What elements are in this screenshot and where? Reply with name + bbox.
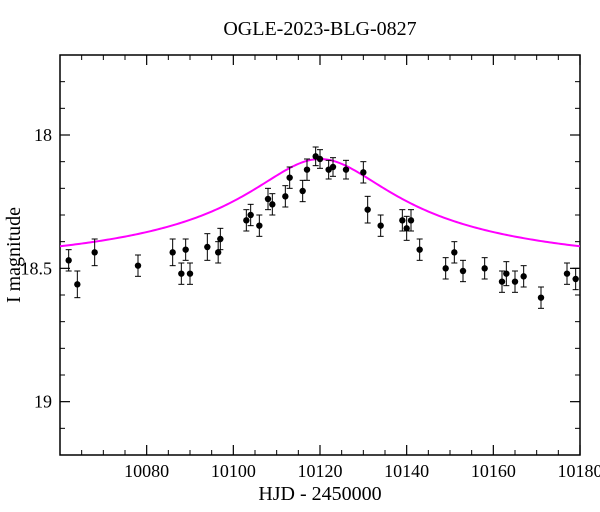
chart-container: OGLE-2023-BLG-0827 HJD - 2450000 I magnitu… bbox=[0, 0, 600, 512]
data-point bbox=[317, 156, 323, 162]
data-point bbox=[286, 174, 292, 180]
data-point bbox=[178, 270, 184, 276]
data-point bbox=[572, 276, 578, 282]
data-point bbox=[460, 268, 466, 274]
data-point bbox=[65, 257, 71, 263]
y-tick-label: 18 bbox=[34, 125, 52, 145]
light-curve-chart: OGLE-2023-BLG-0827 HJD - 2450000 I magnitu… bbox=[0, 0, 600, 512]
data-point bbox=[377, 222, 383, 228]
data-point bbox=[204, 244, 210, 250]
data-point bbox=[247, 212, 253, 218]
data-point bbox=[442, 265, 448, 271]
y-tick-label: 19 bbox=[34, 392, 52, 412]
y-axis-label: I magnitude bbox=[3, 207, 25, 303]
data-point bbox=[217, 236, 223, 242]
data-point bbox=[265, 196, 271, 202]
x-axis-label: HJD - 2450000 bbox=[258, 483, 381, 505]
data-point bbox=[330, 164, 336, 170]
data-point bbox=[187, 270, 193, 276]
data-point bbox=[512, 278, 518, 284]
x-tick-label: 10140 bbox=[384, 461, 429, 481]
data-point bbox=[360, 169, 366, 175]
x-tick-label: 10080 bbox=[124, 461, 169, 481]
data-point bbox=[243, 217, 249, 223]
data-point bbox=[299, 188, 305, 194]
x-tick-label: 10120 bbox=[298, 461, 343, 481]
data-point bbox=[399, 217, 405, 223]
data-point bbox=[269, 201, 275, 207]
data-point bbox=[91, 249, 97, 255]
data-point bbox=[169, 249, 175, 255]
y-tick-label: 18.5 bbox=[21, 258, 53, 278]
x-tick-label: 10160 bbox=[471, 461, 516, 481]
data-point bbox=[135, 262, 141, 268]
data-point bbox=[499, 278, 505, 284]
x-tick-label: 10100 bbox=[211, 461, 256, 481]
x-tick-label: 10180 bbox=[558, 461, 600, 481]
data-point bbox=[256, 222, 262, 228]
data-point bbox=[282, 193, 288, 199]
data-point bbox=[364, 206, 370, 212]
data-point bbox=[503, 270, 509, 276]
data-point bbox=[182, 246, 188, 252]
data-point bbox=[74, 281, 80, 287]
data-point bbox=[451, 249, 457, 255]
data-point bbox=[538, 294, 544, 300]
data-point bbox=[481, 265, 487, 271]
data-point bbox=[408, 217, 414, 223]
chart-title: OGLE-2023-BLG-0827 bbox=[223, 18, 416, 40]
data-point bbox=[416, 246, 422, 252]
data-point bbox=[304, 166, 310, 172]
data-point bbox=[520, 273, 526, 279]
data-point bbox=[564, 270, 570, 276]
data-point bbox=[343, 166, 349, 172]
